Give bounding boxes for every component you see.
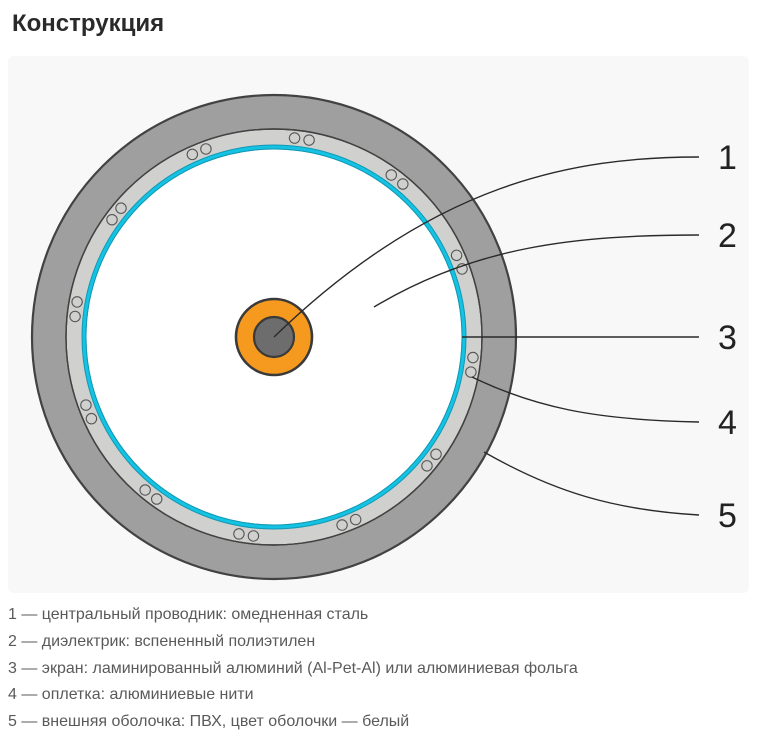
cable-svg: 1 2 3 4 5 (14, 62, 754, 587)
cable-cross-section-diagram: 1 2 3 4 5 (8, 56, 749, 593)
legend-list: 1 — центральный проводник: омедненная ст… (8, 603, 749, 735)
legend-item-3: 3 — экран: ламинированный алюминий (Al-P… (8, 657, 749, 682)
callout-label-n4: 4 (718, 404, 737, 442)
legend-item-2: 2 — диэлектрик: вспененный полиэтилен (8, 630, 749, 655)
section-title: Конструкция (12, 10, 749, 38)
legend-item-4: 4 — оплетка: алюминиевые нити (8, 683, 749, 708)
callout-label-n2: 2 (718, 217, 737, 255)
callout-label-n3: 3 (718, 319, 737, 357)
callout-label-n5: 5 (718, 497, 737, 535)
legend-item-5: 5 — внешняя оболочка: ПВХ, цвет оболочки… (8, 710, 749, 735)
legend-item-1: 1 — центральный проводник: омедненная ст… (8, 603, 749, 628)
callout-label-n1: 1 (718, 139, 737, 177)
